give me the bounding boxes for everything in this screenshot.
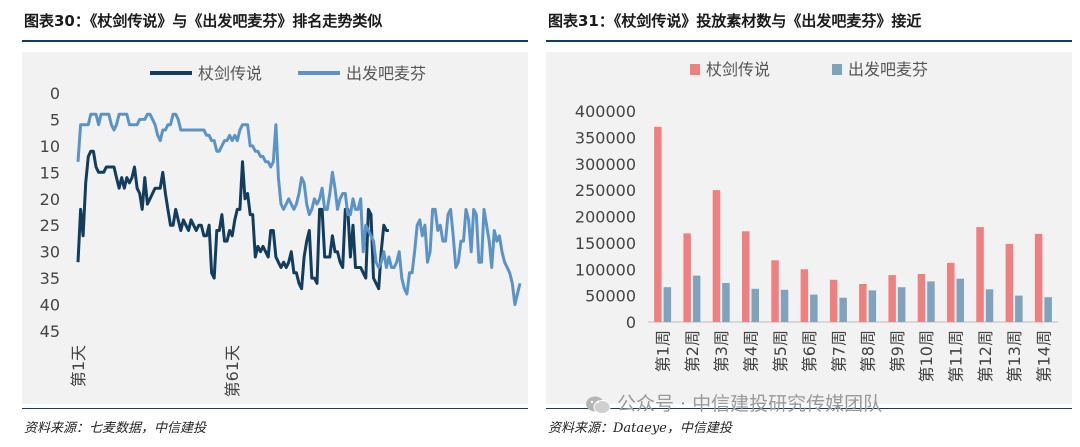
- right-bottom-rule: [546, 408, 1072, 409]
- right-bar-s1-9: [888, 275, 896, 322]
- right-xtick-label-5: 第5周: [771, 330, 790, 372]
- right-xtick-label-7: 第7周: [829, 330, 848, 372]
- right-bar-s1-14: [1034, 233, 1043, 322]
- right-bar-s1-4: [742, 231, 750, 322]
- right-ytick-label: 50000: [585, 287, 636, 306]
- left-series-line-1: [76, 149, 389, 291]
- right-legend-label-1: 杖剑传说: [706, 60, 770, 79]
- left-ytick-label: 25: [40, 216, 60, 235]
- right-source: 资料来源：Dataeye，中信建投: [548, 421, 732, 436]
- right-ytick-label: 150000: [575, 234, 636, 253]
- right-title-rule: [546, 40, 1072, 42]
- left-series-line-2: [76, 112, 522, 307]
- right-bar-s2-1: [663, 287, 672, 322]
- right-ytick-label: 100000: [575, 260, 636, 279]
- watermark-text: 公众号 · 中信建投研究传媒团队: [617, 393, 883, 415]
- right-bar-s1-10: [917, 274, 926, 322]
- left-xtick-label-2: 第61天: [223, 345, 242, 397]
- left-ytick-label: 45: [40, 322, 60, 341]
- right-xtick-label-1: 第1周: [654, 330, 673, 372]
- right-bar-s2-11: [956, 278, 964, 322]
- right-bar-s1-7: [829, 279, 838, 322]
- right-xtick-label-3: 第3周: [712, 330, 731, 372]
- right-chart-background: [546, 52, 1072, 404]
- right-bar-s2-6: [810, 294, 818, 322]
- right-panel: 图表31：《杖剑传说》投放素材数与《出发吧麦芬》接近 0 50000 100000 1…: [540, 0, 1080, 447]
- right-bar-s2-3: [722, 283, 730, 322]
- right-xtick-label-6: 第6周: [800, 330, 819, 372]
- left-ytick-label: 15: [40, 163, 60, 182]
- right-bar-s1-11: [947, 262, 955, 322]
- left-title-rule: [22, 40, 528, 42]
- right-xtick-label-14: 第14周: [1034, 330, 1053, 382]
- right-bar-s2-10: [927, 281, 935, 322]
- right-bar-s1-6: [800, 269, 809, 323]
- left-ytick-label: 5: [50, 110, 60, 129]
- right-xtick-label-8: 第8周: [859, 330, 878, 372]
- right-bar-s1-2: [683, 233, 691, 322]
- left-legend-label-1: 杖剑传说: [198, 64, 262, 83]
- right-xtick-label-11: 第11周: [947, 330, 966, 382]
- right-bar-s1-1: [654, 126, 662, 322]
- right-legend-swatch-2: [832, 64, 842, 75]
- right-ytick-label: 350000: [575, 128, 636, 147]
- right-bar-s2-9: [897, 287, 906, 322]
- right-bar-s2-8: [868, 290, 877, 322]
- right-legend-label-2: 出发吧麦芬: [848, 60, 928, 79]
- right-bar-s2-14: [1044, 297, 1052, 322]
- right-xtick-label-4: 第4周: [742, 330, 761, 372]
- left-chart-background: [22, 52, 528, 404]
- right-bar-s1-13: [1005, 243, 1014, 322]
- left-ytick-label: 10: [40, 137, 60, 156]
- left-ytick-label: 20: [40, 190, 60, 209]
- right-bar-s2-12: [985, 289, 994, 322]
- right-ytick-label: 300000: [575, 155, 636, 174]
- right-bar-s1-8: [859, 284, 867, 322]
- left-legend-label-2: 出发吧麦芬: [346, 64, 426, 83]
- right-bar-s2-5: [780, 289, 789, 322]
- right-bar-s1-5: [771, 260, 779, 322]
- left-xtick-label-1: 第1天: [69, 345, 88, 387]
- right-bar-s2-2: [692, 275, 701, 322]
- left-bottom-rule: [22, 408, 528, 409]
- left-ytick-label: 0: [50, 84, 60, 103]
- right-bar-s2-4: [751, 288, 759, 322]
- left-panel: 图表30：《杖剑传说》与《出发吧麦芬》排名走势类似 0 5 10 15 20 25 30 35…: [0, 0, 530, 447]
- right-xtick-label-2: 第2周: [683, 330, 702, 372]
- right-bar-s1-12: [976, 227, 984, 322]
- right-bar-s1-3: [712, 190, 721, 322]
- right-bar-s2-7: [839, 297, 847, 322]
- right-bar-chart: 0 50000 100000 150000 200000 250000 300000 3500…: [575, 60, 1058, 382]
- right-ytick-label: 250000: [575, 181, 636, 200]
- left-chart-title: 图表30：《杖剑传说》与《出发吧麦芬》排名走势类似: [24, 12, 383, 30]
- wechat-icon: [586, 396, 611, 414]
- right-bar-s2-13: [1015, 295, 1023, 322]
- right-ytick-label: 400000: [575, 102, 636, 121]
- right-xtick-label-13: 第13周: [1005, 330, 1024, 382]
- right-xtick-label-9: 第9周: [888, 330, 907, 372]
- watermark: 公众号 · 中信建投研究传媒团队: [585, 389, 882, 416]
- left-line-chart: 0 5 10 15 20 25 30 35 40 45 第1天 第61天 杖剑传说 出发吧麦芬: [40, 64, 522, 397]
- left-ytick-label: 35: [40, 269, 60, 288]
- left-source: 资料来源：七麦数据，中信建投: [24, 421, 207, 436]
- right-ytick-label: 200000: [575, 208, 636, 227]
- left-ytick-label: 40: [40, 296, 60, 315]
- right-chart-title: 图表31：《杖剑传说》投放素材数与《出发吧麦芬》接近: [548, 12, 922, 30]
- right-xtick-label-12: 第12周: [976, 330, 995, 382]
- left-ytick-label: 30: [40, 243, 60, 262]
- right-ytick-label: 0: [626, 313, 636, 332]
- right-legend-swatch-1: [690, 64, 700, 75]
- right-xtick-label-10: 第10周: [917, 330, 936, 382]
